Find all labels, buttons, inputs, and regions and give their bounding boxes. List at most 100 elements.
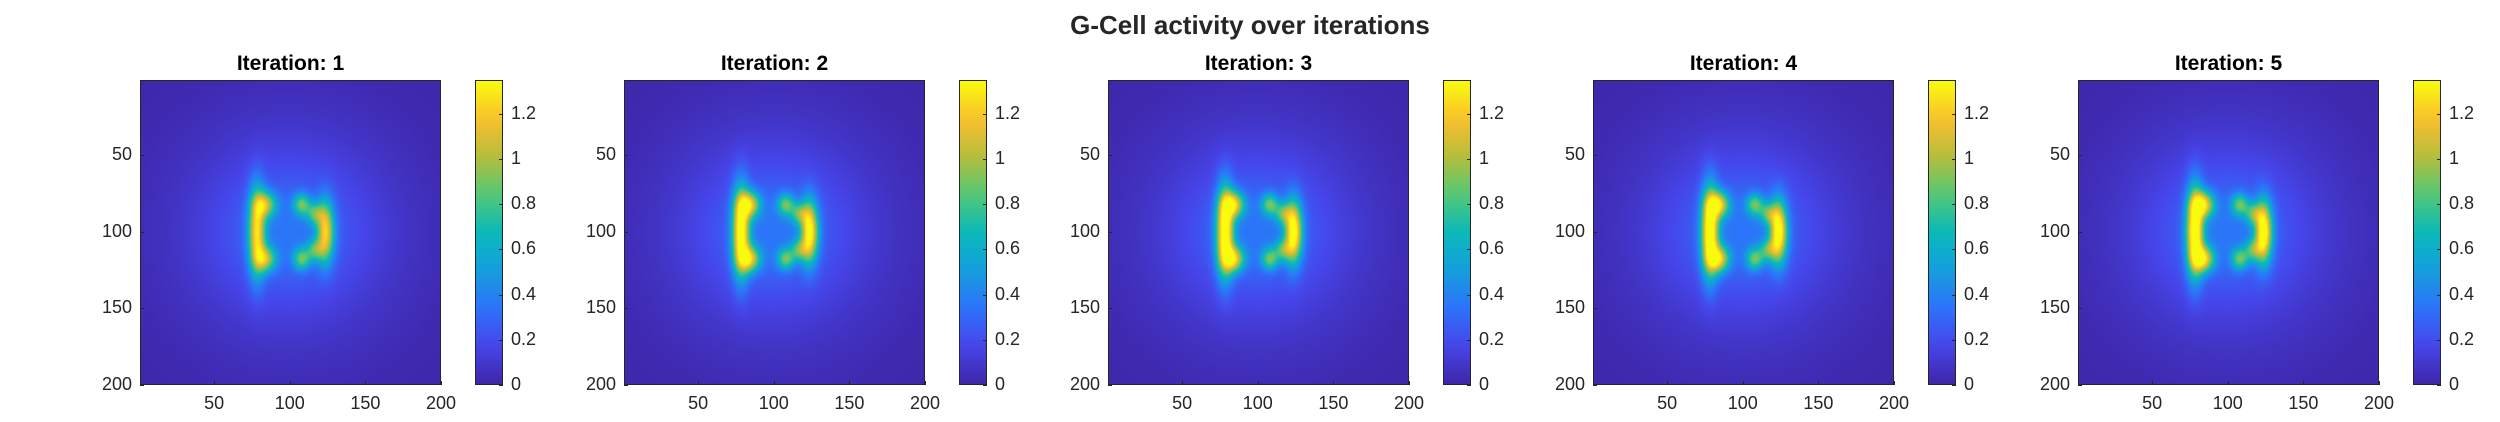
colorbar-tick-label: 0.6: [1479, 238, 1505, 259]
x-tick-label: 150: [1318, 393, 1349, 413]
y-tick-label: 50: [2049, 144, 2070, 165]
x-tick-mark: [2379, 381, 2380, 385]
x-tick-mark: [1409, 381, 1410, 385]
heatmap-panel-1: Iteration: 1 50 100 150 200 50 100 150 200 0 0.2 0.…: [0, 0, 540, 422]
colorbar-tick-label: 0.2: [1479, 328, 1505, 349]
y-tick-mark: [1108, 155, 1112, 157]
x-tick-label: 200: [909, 393, 941, 413]
colorbar-tick-label: 0.6: [511, 238, 537, 259]
y-tick-mark: [140, 308, 144, 310]
colorbar-tick-label: 1: [1479, 148, 1490, 169]
heatmap-canvas: [625, 81, 924, 384]
colorbar-tick-mark: [1952, 294, 1956, 296]
y-tick-mark: [1593, 308, 1597, 310]
colorbar-tick-label: 0: [995, 374, 1006, 394]
y-tick-label: 100: [585, 220, 616, 241]
x-tick-label: 100: [274, 393, 305, 413]
x-tick-mark: [698, 381, 700, 385]
colorbar-tick-mark: [983, 385, 987, 386]
colorbar-tick-mark: [499, 113, 503, 115]
y-tick-mark: [624, 155, 628, 157]
x-tick-label: 200: [1878, 393, 1910, 413]
x-tick-label: 100: [2212, 393, 2243, 413]
x-tick-label: 150: [1803, 393, 1834, 413]
colorbar-tick-label: 0.4: [511, 283, 537, 304]
x-tick-mark: [1742, 381, 1744, 385]
x-tick-mark: [849, 381, 851, 385]
y-tick-mark: [1108, 231, 1112, 233]
colorbar-tick-mark: [983, 204, 987, 206]
x-tick-mark: [2152, 381, 2154, 385]
heatmap-image: [140, 80, 441, 385]
x-tick-label: 50: [204, 393, 225, 413]
colorbar-tick-mark: [1467, 294, 1471, 296]
x-tick-mark: [1333, 381, 1335, 385]
colorbar-tick-label: 0.8: [511, 193, 537, 214]
x-tick-label: 50: [688, 393, 709, 413]
colorbar: [959, 80, 987, 385]
colorbar-tick-label: 0.8: [2449, 193, 2475, 214]
colorbar-tick-label: 0.4: [995, 283, 1021, 304]
y-tick-label: 200: [1554, 374, 1585, 394]
x-tick-label: 200: [1393, 393, 1425, 413]
panel-title: Iteration: 1: [236, 52, 345, 75]
colorbar-tick-mark: [1467, 204, 1471, 206]
colorbar-tick-mark: [499, 339, 503, 341]
colorbar-tick-label: 0.6: [2449, 238, 2475, 259]
colorbar-tick-mark: [499, 249, 503, 251]
colorbar-tick-label: 0.6: [1964, 238, 1990, 259]
colorbar-tick-label: 0: [2449, 374, 2460, 394]
colorbar-tick-mark: [983, 113, 987, 115]
x-tick-mark: [289, 381, 291, 385]
x-tick-label: 150: [834, 393, 865, 413]
y-tick-mark: [2078, 308, 2082, 310]
colorbar: [475, 80, 503, 385]
y-tick-label: 200: [1069, 374, 1100, 394]
y-tick-mark: [140, 155, 144, 157]
y-tick-mark: [2078, 155, 2082, 157]
colorbar-tick-mark: [1952, 159, 1956, 161]
heatmap-panel-2: Iteration: 2 50 100 150 200 50 100 150 200 0 0.2 0.…: [484, 0, 1024, 422]
x-tick-label: 200: [2363, 393, 2395, 413]
y-tick-mark: [2078, 385, 2082, 386]
heatmap-canvas: [1109, 81, 1408, 384]
x-tick-mark: [1818, 381, 1820, 385]
y-tick-label: 150: [2039, 297, 2070, 318]
x-tick-mark: [925, 381, 926, 385]
x-tick-mark: [1667, 381, 1669, 385]
x-tick-mark: [1894, 381, 1895, 385]
y-tick-label: 50: [1079, 144, 1100, 165]
heatmap-image: [624, 80, 925, 385]
colorbar-tick-mark: [1952, 385, 1956, 386]
colorbar: [1443, 80, 1471, 385]
y-tick-mark: [1593, 231, 1597, 233]
y-tick-mark: [624, 385, 628, 386]
x-tick-mark: [1257, 381, 1259, 385]
colorbar-tick-mark: [1467, 159, 1471, 161]
y-tick-label: 100: [2039, 220, 2070, 241]
heatmap-panel-5: Iteration: 5 50 100 150 200 50 100 150 200 0 0.2 0.…: [1938, 0, 2478, 422]
x-tick-label: 50: [2142, 393, 2163, 413]
heatmap-panel-3: Iteration: 3 50 100 150 200 50 100 150 200 0 0.2 0.…: [968, 0, 1508, 422]
colorbar-tick-label: 0.2: [2449, 328, 2475, 349]
y-tick-mark: [2078, 231, 2082, 233]
heatmap-image: [2078, 80, 2379, 385]
y-tick-mark: [1593, 155, 1597, 157]
y-tick-mark: [1593, 385, 1597, 386]
x-tick-mark: [773, 381, 775, 385]
colorbar-tick-label: 0: [1964, 374, 1975, 394]
colorbar-tick-mark: [1952, 249, 1956, 251]
colorbar: [1928, 80, 1956, 385]
y-tick-label: 150: [585, 297, 616, 318]
y-tick-mark: [140, 385, 144, 386]
colorbar-tick-mark: [2437, 249, 2441, 251]
panel-title: Iteration: 4: [1689, 52, 1798, 75]
x-tick-label: 50: [1657, 393, 1678, 413]
colorbar-tick-mark: [2437, 204, 2441, 206]
y-tick-mark: [624, 231, 628, 233]
colorbar-tick-mark: [2437, 113, 2441, 115]
colorbar-tick-label: 0.8: [995, 193, 1021, 214]
x-tick-mark: [2303, 381, 2305, 385]
x-tick-label: 100: [1242, 393, 1273, 413]
heatmap-canvas: [2079, 81, 2378, 384]
